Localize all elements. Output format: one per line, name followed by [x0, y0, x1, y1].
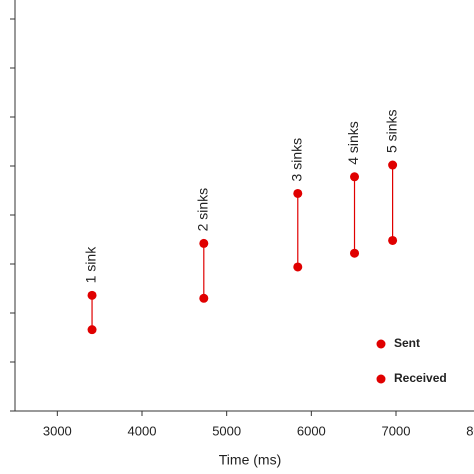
x-tick-label: 3000 — [43, 423, 72, 438]
received-point — [199, 293, 209, 303]
x-tick-label: 5000 — [212, 423, 241, 438]
sent-point — [87, 290, 97, 300]
sent-point — [388, 160, 398, 170]
legend-marker — [376, 339, 386, 349]
received-point — [388, 235, 398, 245]
sent-point — [350, 172, 360, 182]
sent-point — [199, 238, 209, 248]
received-point — [87, 325, 97, 335]
legend-marker — [376, 374, 386, 384]
annotation: 3 sinks — [288, 138, 304, 182]
x-axis-label: Time (ms) — [219, 452, 281, 468]
x-tick-label: 8000 — [466, 423, 474, 438]
received-point — [350, 248, 360, 258]
received-point — [293, 262, 303, 272]
annotation: 4 sinks — [345, 121, 361, 165]
annotation: 2 sinks — [195, 188, 211, 232]
annotation: 1 sink — [83, 246, 99, 284]
x-tick-label: 7000 — [382, 423, 411, 438]
legend-label: Sent — [394, 336, 420, 350]
x-tick-label: 6000 — [297, 423, 326, 438]
sent-point — [293, 188, 303, 198]
x-tick-label: 4000 — [128, 423, 157, 438]
annotation: 5 sinks — [383, 109, 399, 153]
legend-label: Received — [394, 371, 447, 385]
